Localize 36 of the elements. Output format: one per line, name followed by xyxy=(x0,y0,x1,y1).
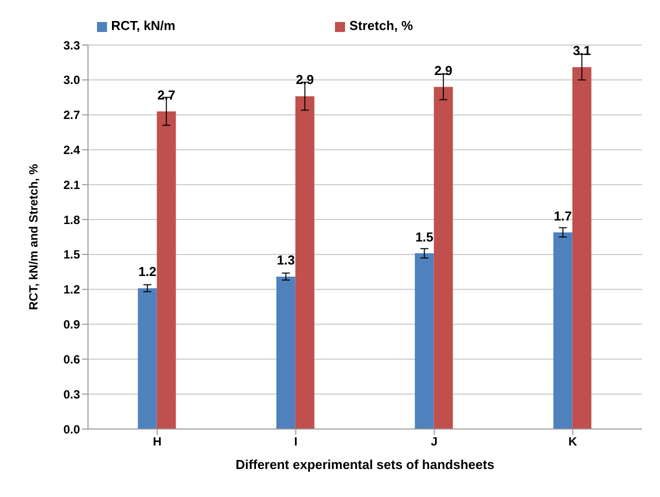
y-tick-label: 1.2 xyxy=(63,282,80,297)
y-tick-label: 0.3 xyxy=(63,387,80,402)
x-tick-label: I xyxy=(294,434,298,449)
y-axis-title: RCT, kN/m and Stretch, % xyxy=(26,164,40,310)
legend-label: RCT, kN/m xyxy=(111,18,176,33)
legend-label: Stretch, % xyxy=(349,18,413,33)
y-tick-label: 0.6 xyxy=(63,352,80,366)
y-tick-label: 2.4 xyxy=(63,142,80,157)
bar xyxy=(414,253,434,429)
y-tick-label: 2.1 xyxy=(63,178,80,192)
data-label: 2.7 xyxy=(157,87,176,102)
bar xyxy=(156,111,176,429)
x-tick-label: J xyxy=(430,434,438,449)
bar xyxy=(553,232,572,429)
bar xyxy=(276,276,296,429)
data-label: 1.5 xyxy=(415,229,434,244)
data-label: 1.3 xyxy=(276,252,295,268)
bar xyxy=(138,288,157,429)
data-label: 1.7 xyxy=(554,208,572,224)
y-tick-label: 1.8 xyxy=(63,212,80,227)
y-tick-label: 2.7 xyxy=(63,108,80,122)
x-axis-title: Different experimental sets of handsheets xyxy=(236,457,494,472)
y-tick-label: 0.9 xyxy=(63,318,80,332)
data-label: 1.2 xyxy=(138,264,156,280)
x-tick-label: K xyxy=(568,434,578,449)
data-label: 2.9 xyxy=(434,62,452,78)
bar xyxy=(295,96,314,429)
y-tick-label: 1.5 xyxy=(63,248,80,262)
data-label: 2.9 xyxy=(296,72,314,88)
x-tick-label: H xyxy=(152,434,162,449)
data-label: 3.1 xyxy=(572,43,591,58)
bar xyxy=(434,86,453,429)
text: 3.0 xyxy=(63,73,80,88)
text: 0.0 xyxy=(63,422,80,436)
bar xyxy=(572,67,592,429)
y-tick-label: 3.3 xyxy=(63,38,80,52)
